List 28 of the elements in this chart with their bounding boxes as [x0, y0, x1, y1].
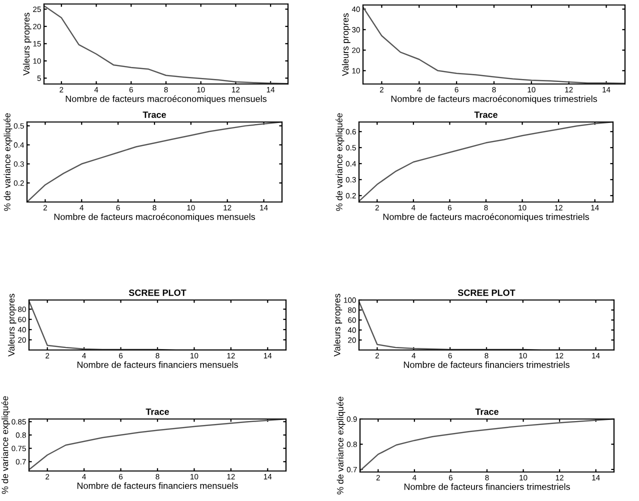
line-series [29, 419, 286, 470]
y-axis-title: Valeurs propres [22, 12, 32, 76]
chart-title: Trace [146, 408, 169, 415]
y-axis-title: Valeurs propres [342, 13, 350, 76]
line-series [44, 5, 288, 84]
chart-title: Trace [142, 112, 166, 118]
chart-title: Trace [474, 112, 498, 118]
y-axis-title: % de variance expliquée [4, 113, 12, 211]
line-series [363, 6, 625, 84]
y-axis-title: % de variance expliquée [336, 396, 346, 494]
line-series [27, 122, 282, 202]
chart-title: SCREE PLOT [458, 290, 516, 296]
y-axis-title: Valeurs propres [8, 294, 16, 356]
y-axis-title: % de variance expliquée [1, 396, 10, 494]
x-axis-title: Nombre de facteurs macroéconomiques mensuels [66, 95, 267, 104]
x-axis-title: Nombre de facteurs financiers trimestriels [404, 361, 570, 368]
line-series [360, 419, 614, 472]
x-axis-title: Nombre de facteurs financiers trimestriels [404, 483, 570, 490]
line-series [359, 122, 613, 202]
x-axis-title: Nombre de facteurs financiers mensuels [77, 361, 238, 368]
chart-title: Trace [475, 408, 498, 415]
y-axis-title: Valeurs propres [334, 294, 342, 356]
x-axis-title: Nombre de facteurs macroéconomiques trimestriels [391, 95, 598, 104]
x-axis-title: Nombre de facteurs macroéconomiques mensuels [54, 213, 256, 222]
x-axis-title: Nombre de facteurs macroéconomiques trimestriels [383, 213, 590, 222]
x-axis-title: Nombre de facteurs financiers mensuels [77, 482, 238, 489]
chart-title: SCREE PLOT [128, 290, 186, 296]
y-axis-title: % de variance expliquée [336, 113, 344, 211]
